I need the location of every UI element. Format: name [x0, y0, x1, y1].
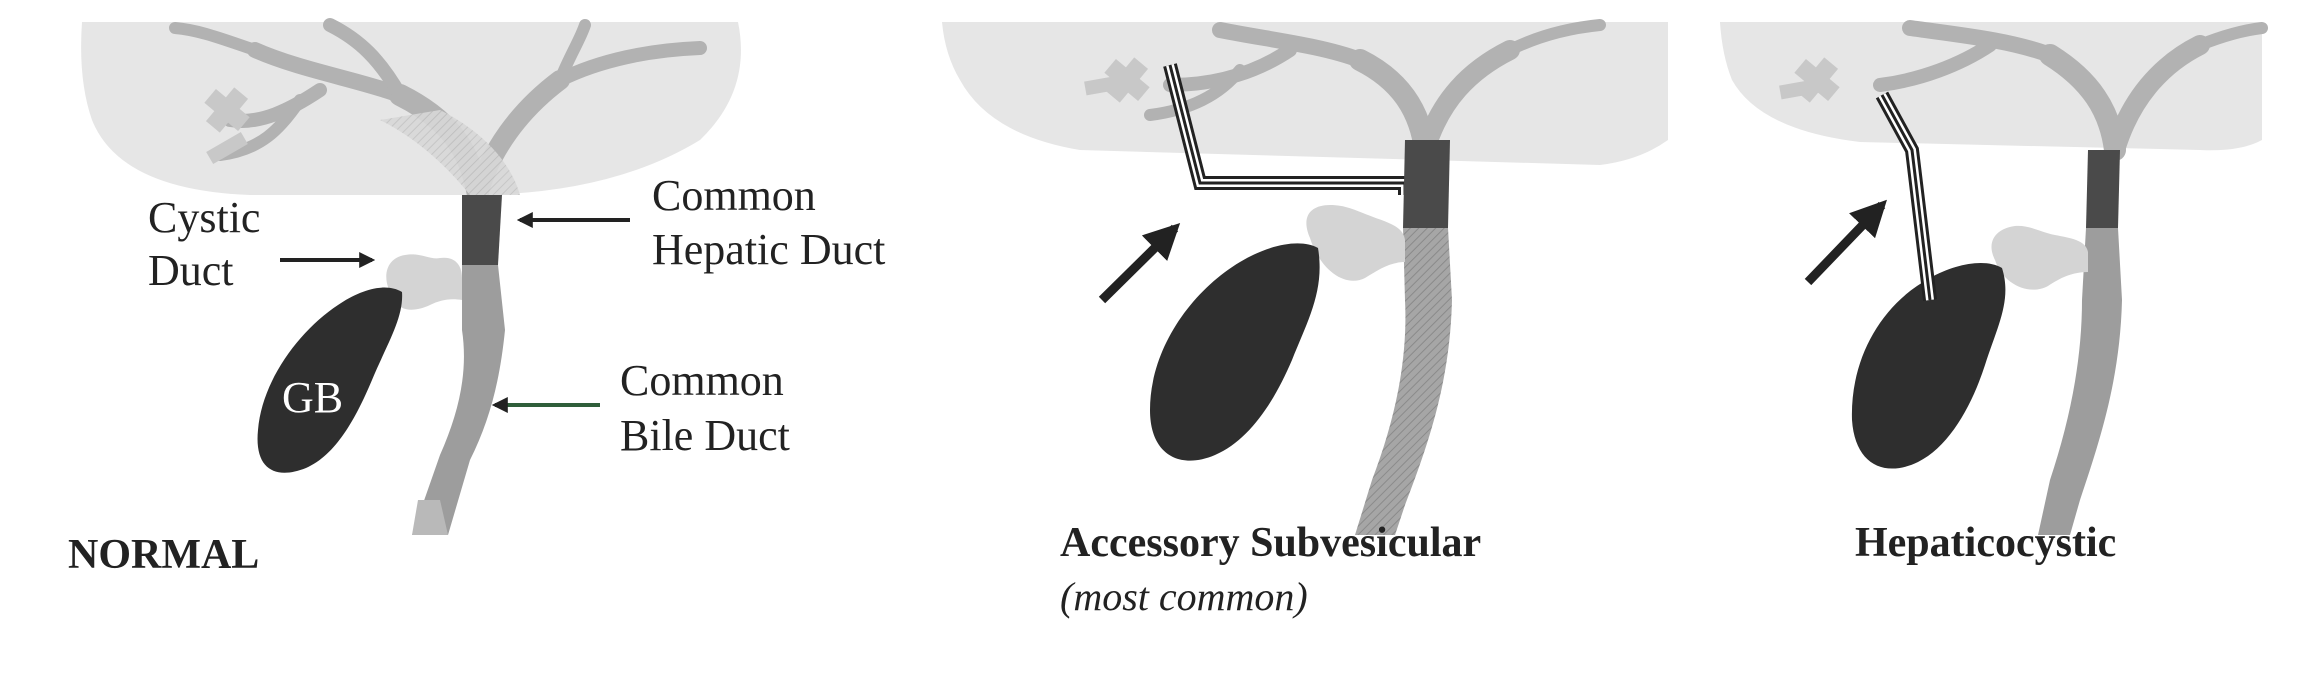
- hepatic-branches: [1873, 20, 2268, 161]
- label-cystic-line1: Cystic: [148, 193, 260, 242]
- common-bile-duct: [412, 265, 505, 535]
- label-common-bile-line2: Bile Duct: [620, 411, 790, 460]
- liver-vessel-cross: [1779, 57, 1840, 103]
- panel-accessory-subvesicular: Accessory Subvesicular (most common): [942, 19, 1668, 619]
- arrow-to-accessory-duct: [1098, 222, 1181, 304]
- common-bile-duct: [2038, 228, 2122, 535]
- label-common-bile-line1: Common: [620, 356, 784, 405]
- gallbladder: [1150, 243, 1320, 461]
- caption-accessory-subvesicular: Accessory Subvesicular: [1060, 520, 1481, 566]
- liver-vessel-cross: [1084, 57, 1150, 103]
- common-hepatic-duct: [462, 195, 502, 265]
- common-hepatic-duct: [1403, 140, 1450, 228]
- caption-normal: NORMAL: [68, 532, 259, 578]
- hepaticocystic-duct: [1875, 91, 1937, 301]
- common-bile-duct: [1355, 228, 1452, 535]
- liver-vessel-cross: [204, 87, 250, 165]
- common-hepatic-duct: [2086, 150, 2120, 228]
- arrow-to-hepaticocystic-duct: [1804, 199, 1887, 286]
- label-gallbladder: GB: [282, 373, 343, 422]
- panel-hepaticocystic: Hepaticocystic: [1720, 20, 2268, 566]
- cystic-duct: [1991, 225, 2088, 290]
- label-common-hepatic-line2: Hepatic Duct: [652, 225, 885, 274]
- subcaption-most-common: (most common): [1060, 574, 1308, 619]
- panel-normal: Cystic Duct Common Hepatic Duct Common B…: [68, 18, 885, 578]
- caption-hepaticocystic: Hepaticocystic: [1855, 520, 2116, 566]
- cystic-duct: [1306, 205, 1405, 281]
- cystic-duct: [386, 254, 462, 310]
- label-cystic-line2: Duct: [148, 246, 234, 295]
- hepatic-branches: [1144, 19, 1606, 161]
- gallbladder: [1851, 263, 2006, 469]
- label-common-hepatic-line1: Common: [652, 171, 816, 220]
- gallbladder: [257, 287, 403, 473]
